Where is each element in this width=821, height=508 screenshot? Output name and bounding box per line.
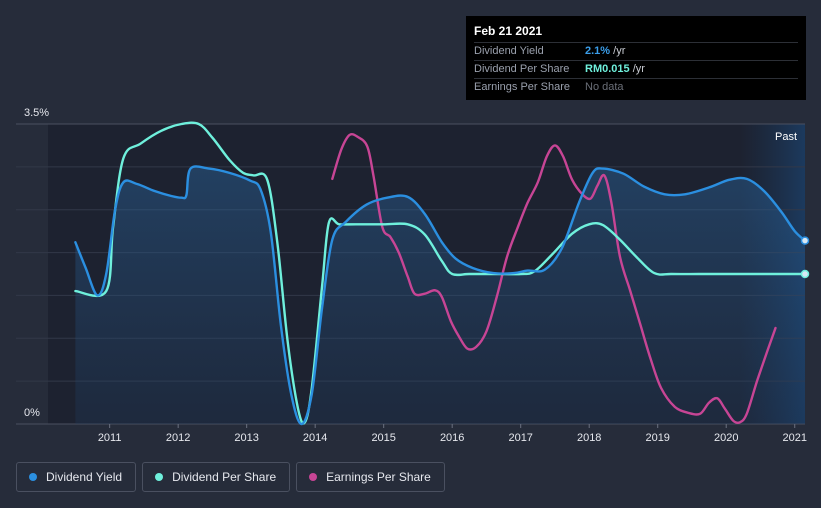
legend-dot-icon (155, 473, 164, 481)
y-tick-label-top: 3.5% (24, 107, 49, 119)
series-line-dividend-per-share (74, 121, 807, 425)
tooltip-value: RM0.015 /yr (585, 63, 645, 75)
y-tick-label-bottom: 0% (24, 407, 40, 419)
x-tick-label: 2015 (371, 432, 395, 444)
x-tick-label: 2012 (166, 432, 190, 444)
legend: Dividend Yield Dividend Per Share Earnin… (16, 462, 445, 492)
x-tick-label: 2016 (440, 432, 464, 444)
series-line-earnings-per-share (331, 133, 777, 425)
tooltip-label: Dividend Per Share (474, 63, 570, 75)
x-tick-label: 2017 (508, 432, 532, 444)
x-tick-label: 2021 (782, 432, 806, 444)
x-tick-label: 2013 (234, 432, 258, 444)
tooltip-row-dividend-per-share: Dividend Per Share RM0.015 /yr (474, 60, 798, 78)
tooltip: Feb 21 2021 Dividend Yield 2.1% /yr Divi… (466, 16, 806, 100)
x-tick-label: 2018 (577, 432, 601, 444)
legend-item-dividend-yield[interactable]: Dividend Yield (16, 462, 137, 492)
tooltip-date: Feb 21 2021 (474, 24, 543, 38)
x-tick-label: 2014 (303, 432, 327, 444)
series-end-point-dividend-per-share (800, 269, 810, 279)
tooltip-value: No data (585, 81, 624, 93)
tooltip-row-earnings-per-share: Earnings Per Share No data (474, 78, 798, 96)
x-tick-label: 2011 (98, 432, 122, 444)
legend-item-dividend-per-share[interactable]: Dividend Per Share (142, 462, 291, 492)
legend-label: Dividend Per Share (172, 470, 277, 484)
series-end-point-dividend-yield (800, 236, 810, 245)
x-tick-label: 2020 (714, 432, 738, 444)
tooltip-label: Earnings Per Share (474, 81, 570, 93)
legend-label: Earnings Per Share (326, 470, 431, 484)
legend-item-earnings-per-share[interactable]: Earnings Per Share (296, 462, 445, 492)
legend-label: Dividend Yield (46, 470, 123, 484)
past-label: Past (775, 131, 797, 143)
legend-dot-icon (29, 473, 37, 481)
x-tick-label: 2019 (645, 432, 669, 444)
legend-dot-icon (309, 473, 318, 481)
tooltip-row-dividend-yield: Dividend Yield 2.1% /yr (474, 42, 798, 60)
series-line-dividend-yield (74, 165, 807, 426)
tooltip-label: Dividend Yield (474, 45, 544, 57)
tooltip-value: 2.1% /yr (585, 45, 626, 57)
